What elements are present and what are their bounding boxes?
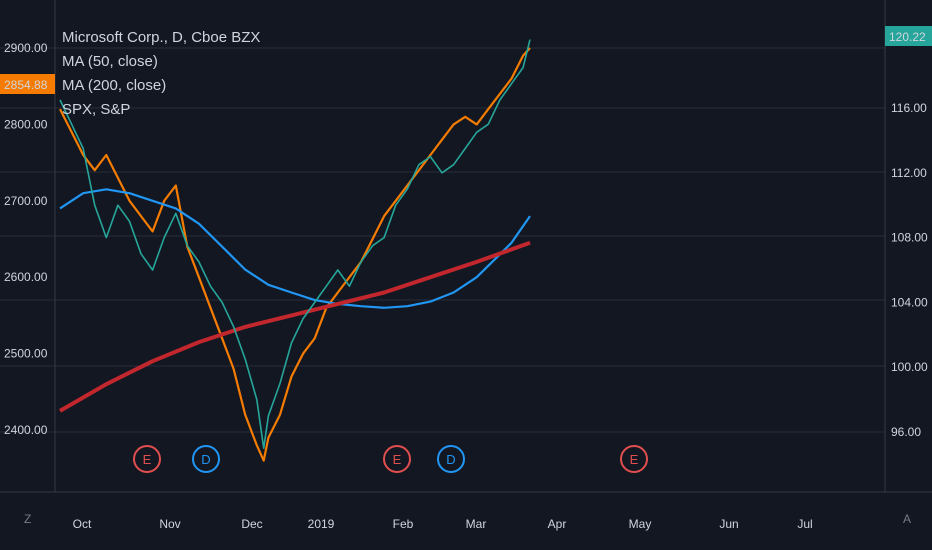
event-marker-e[interactable]: E <box>620 445 648 473</box>
left-badge: 2854.88 <box>4 78 48 92</box>
x-tick-labels: Oct Nov Dec 2019 Feb Mar Apr May Jun Jul <box>73 517 813 531</box>
right-tick-label: 96.00 <box>891 425 921 439</box>
event-circle <box>620 445 648 473</box>
left-tick-label: 2900.00 <box>4 41 48 55</box>
right-tick-label: 104.00 <box>891 295 928 309</box>
legend-spx[interactable]: SPX, S&P <box>62 101 131 118</box>
x-tick-label: 2019 <box>308 517 335 531</box>
event-circle <box>133 445 161 473</box>
event-label: D <box>201 452 210 467</box>
chart-title: Microsoft Corp., D, Cboe BZX <box>62 29 261 46</box>
right-badge-bg <box>885 26 932 46</box>
left-tick-label: 2800.00 <box>4 117 48 131</box>
right-badge: 120.22 <box>889 30 926 44</box>
event-circle <box>437 445 465 473</box>
left-tick-label: 2700.00 <box>4 194 48 208</box>
x-tick-label: Nov <box>159 517 180 531</box>
legend-ma200[interactable]: MA (200, close) <box>62 77 167 94</box>
left-tick-label: 2400.00 <box>4 423 48 437</box>
event-label: E <box>393 452 402 467</box>
event-label: D <box>446 452 455 467</box>
x-tick-label: Dec <box>241 517 262 531</box>
x-tick-label: Jun <box>719 517 738 531</box>
right-tick-label: 108.00 <box>891 231 928 245</box>
series-spx-s-p <box>59 47 531 462</box>
event-marker-e[interactable]: E <box>383 445 411 473</box>
right-tick-label: 100.00 <box>891 360 928 374</box>
legend-ma50[interactable]: MA (50, close) <box>62 53 158 70</box>
x-tick-label: Feb <box>393 517 414 531</box>
series-ma-200-close <box>59 240 531 413</box>
x-tick-label: Oct <box>73 517 92 531</box>
event-circle <box>383 445 411 473</box>
x-tick-label: Jul <box>797 517 812 531</box>
event-label: E <box>143 452 152 467</box>
series-layer <box>59 39 531 462</box>
x-tick-label: Mar <box>466 517 487 531</box>
x-tick-label: Apr <box>548 517 567 531</box>
right-tick-label: 116.00 <box>891 101 927 115</box>
left-tick-label: 2500.00 <box>4 347 48 361</box>
series-ma-50-close <box>59 188 531 309</box>
auto-scale-toggle[interactable]: A <box>903 512 912 526</box>
left-tick-label: 2600.00 <box>4 270 48 284</box>
event-label: E <box>630 452 639 467</box>
left-tick-labels: 2900.00 2800.00 2700.00 2600.00 2500.00 2400.… <box>4 41 48 437</box>
event-marker-e[interactable]: E <box>133 445 161 473</box>
x-tick-label: May <box>629 517 652 531</box>
event-marker-d[interactable]: D <box>437 445 465 473</box>
right-tick-label: 112.00 <box>891 166 927 180</box>
price-badges: 2854.88 120.22 <box>0 26 932 94</box>
event-marker-d[interactable]: D <box>192 445 220 473</box>
event-circle <box>192 445 220 473</box>
left-badge-bg <box>0 74 55 94</box>
log-scale-toggle[interactable]: Z <box>24 512 32 526</box>
right-tick-labels: 116.00 112.00 108.00 104.00 100.00 96.00 <box>891 101 928 439</box>
series-microsoft-corp <box>59 39 531 450</box>
legend: Microsoft Corp., D, Cboe BZX MA (50, clo… <box>62 26 260 122</box>
